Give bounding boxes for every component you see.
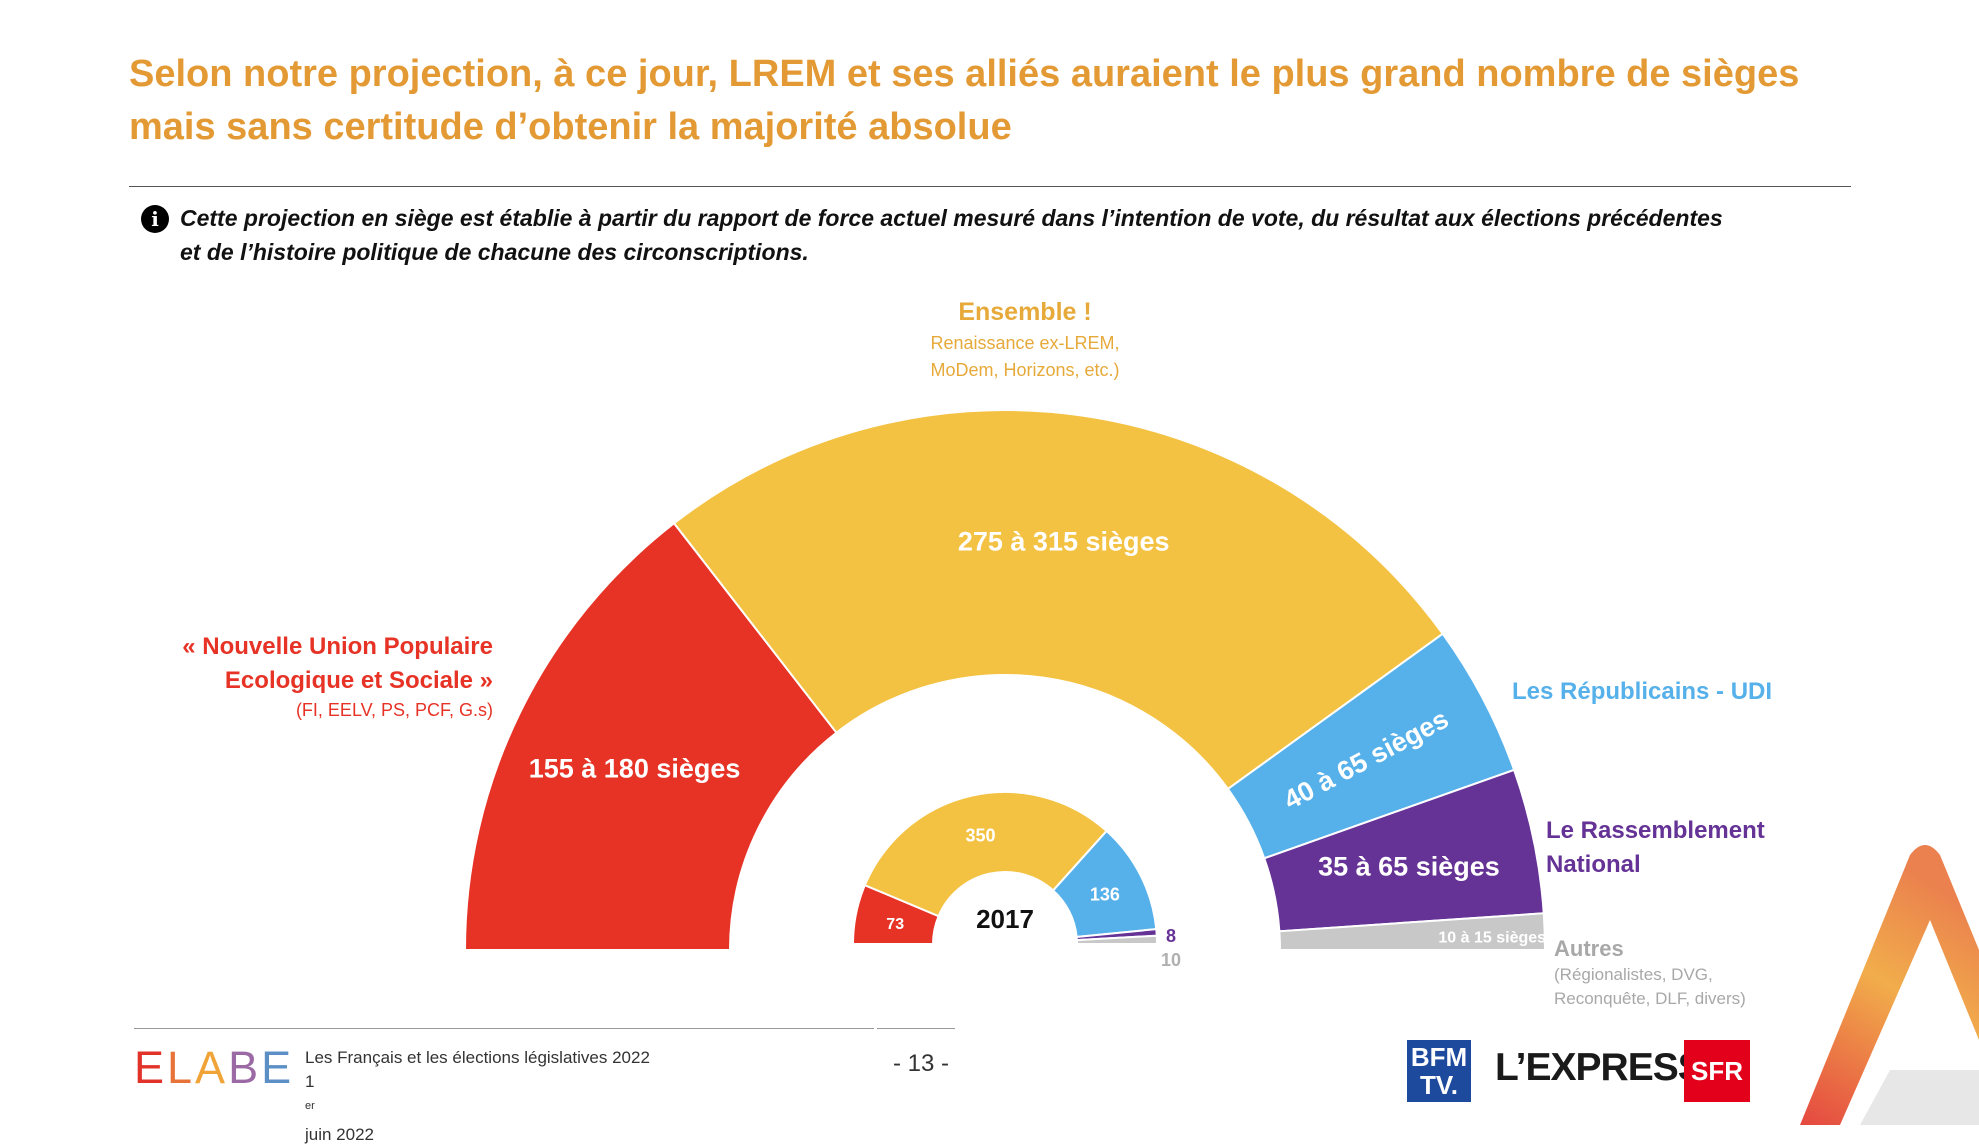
rn-label-line-2: National <box>1546 851 1641 878</box>
result-2017-title: 2017 <box>976 904 1034 934</box>
projection-label-autres: 10 à 15 sièges <box>1438 929 1546 946</box>
footer-divider-left <box>134 1028 874 1029</box>
title-divider <box>129 186 1851 187</box>
ensemble-detail-line-2: MoDem, Horizons, etc.) <box>930 360 1120 380</box>
autres-detail-line-1: (Régionalistes, DVG, <box>1554 965 1713 984</box>
result-2017-label-nupes: 73 <box>886 916 904 933</box>
projection-segment-nupes <box>463 521 838 951</box>
sfr-logo: SFR <box>1684 1040 1750 1102</box>
title-line-1: Selon notre projection, à ce jour, LREM … <box>129 53 1800 95</box>
result-2017-segment-autres <box>1075 934 1159 945</box>
result-2017-arc: 73 350 136 8 10 2017 <box>851 791 1181 970</box>
lr-label: Les Républicains - UDI <box>1512 678 1773 705</box>
result-2017-label-rn: 8 <box>1166 926 1176 946</box>
lexpress-logo: L’EXPRESS <box>1495 1046 1704 1089</box>
page-title: Selon notre projection, à ce jour, LREM … <box>129 48 1869 154</box>
study-title: Les Français et les élections législativ… <box>305 1048 650 1067</box>
nupes-label-line-1: « Nouvelle Union Populaire <box>182 633 493 660</box>
projection-label-nupes: 155 à 180 sièges <box>529 753 741 783</box>
study-info: Les Français et les élections législativ… <box>305 1046 650 1147</box>
autres-detail-line-2: Reconquête, DLF, divers) <box>1554 989 1746 1008</box>
info-icon: i <box>141 205 169 233</box>
result-2017-label-autres: 10 <box>1161 950 1181 970</box>
page-number: - 13 - <box>893 1050 950 1077</box>
result-2017-label-lr: 136 <box>1090 884 1120 904</box>
rn-label: Le Rassemblement National <box>1546 814 1765 882</box>
info-line-1: Cette projection en siège est établie à … <box>180 205 1723 231</box>
footer-divider-right <box>877 1028 955 1029</box>
projection-label-ensemble: 275 à 315 sièges <box>958 527 1170 557</box>
autres-detail: (Régionalistes, DVG, Reconquête, DLF, di… <box>1554 963 1746 1011</box>
study-date: 1 er juin 2022 <box>305 1072 375 1144</box>
ensemble-detail-line-1: Renaissance ex-LREM, <box>930 333 1120 353</box>
autres-label: Autres <box>1554 936 1624 961</box>
projection-segment-autres <box>1278 912 1547 951</box>
nupes-label-line-2: Ecologique et Sociale » <box>224 667 493 694</box>
projection-label-rn: 35 à 65 sièges <box>1318 851 1500 881</box>
info-line-2: et de l’histoire politique de chacune de… <box>180 239 809 265</box>
bfmtv-logo: BFM TV. <box>1407 1040 1471 1102</box>
decorative-a-shape <box>1800 845 1979 1125</box>
info-note: Cette projection en siège est établie à … <box>180 201 1820 269</box>
result-2017-segment-ensemble <box>863 791 1109 918</box>
elabe-logo: ELABE <box>134 1042 295 1093</box>
result-2017-label-ensemble: 350 <box>965 826 995 846</box>
ensemble-label: Ensemble ! <box>958 298 1092 326</box>
ensemble-detail: Renaissance ex-LREM, MoDem, Horizons, et… <box>825 330 1225 384</box>
rn-label-line-1: Le Rassemblement <box>1546 817 1765 844</box>
projection-segment-ensemble <box>672 409 1445 791</box>
title-line-2: mais sans certitude d’obtenir la majorit… <box>129 106 1012 148</box>
nupes-detail: (FI, EELV, PS, PCF, G.s) <box>295 700 493 720</box>
nupes-label: « Nouvelle Union Populaire Ecologique et… <box>182 630 493 698</box>
